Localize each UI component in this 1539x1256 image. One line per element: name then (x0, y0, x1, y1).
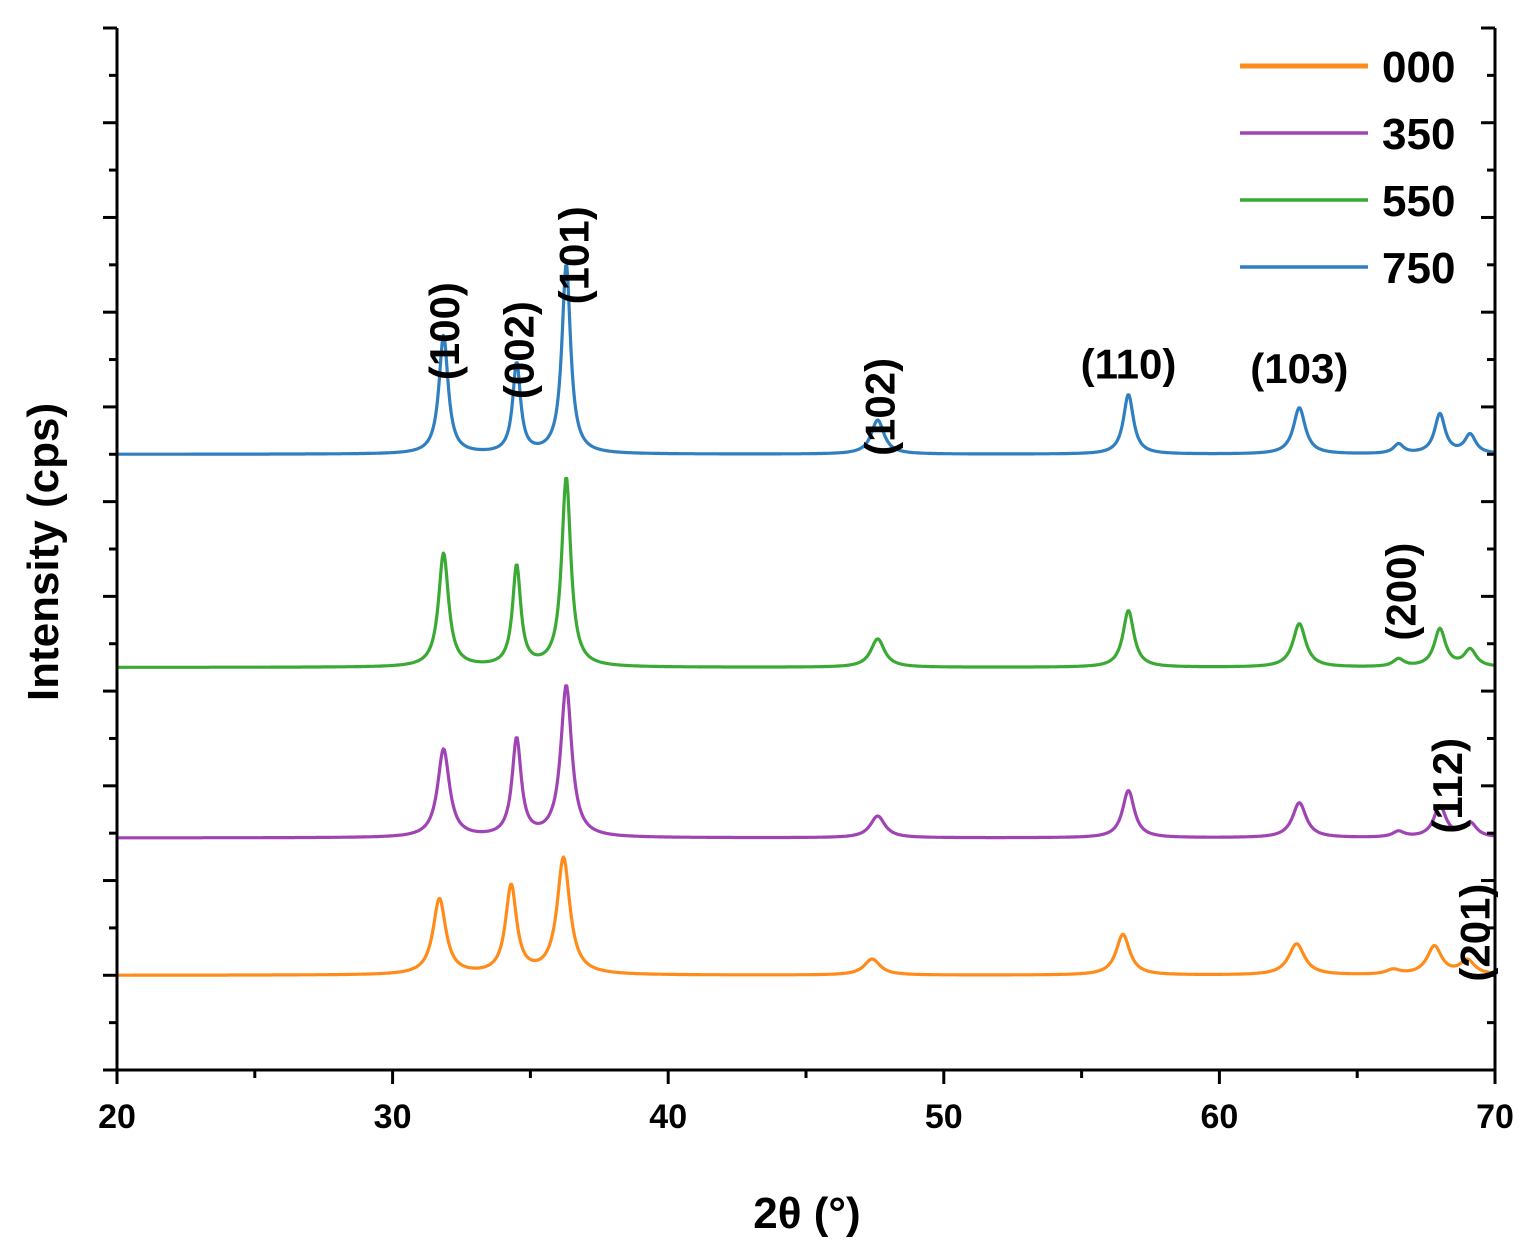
plot-background (117, 28, 1495, 1070)
plot-area (117, 28, 1495, 1070)
peak-annotations: (100) (002)(101) (102) (110) (103) (200) (112)… (421, 206, 1499, 981)
series-line-350 (116, 684, 1496, 840)
x-tick-label: 20 (98, 1098, 136, 1136)
peak-label: (200) (1377, 543, 1424, 641)
peak-label: (102) (856, 358, 903, 456)
x-tick-label: 70 (1476, 1098, 1514, 1136)
y-axis-title: Intensity (cps) (19, 403, 68, 701)
x-axis-title: 2θ (°) (753, 1189, 860, 1238)
x-tick-label: 50 (925, 1098, 963, 1136)
axes: 20 30 40 50 60 70 (98, 26, 1514, 1136)
legend: 000 350 550 750 (1240, 43, 1455, 293)
peak-label: (201) (1452, 884, 1499, 982)
legend-label-550: 550 (1382, 177, 1455, 226)
peak-label: (112) (1424, 738, 1471, 834)
peak-label: (103) (1250, 345, 1348, 392)
series-layer (116, 264, 1496, 977)
peak-label: (110) (1081, 340, 1177, 387)
legend-label-350: 350 (1382, 110, 1455, 159)
peak-label: (002) (495, 301, 542, 399)
series-line-000 (116, 855, 1496, 977)
x-tick-label: 60 (1200, 1098, 1238, 1136)
x-tick-label: 40 (649, 1098, 687, 1136)
peak-label: (101) (551, 206, 598, 304)
x-tick-label: 30 (374, 1098, 412, 1136)
series-line-550 (116, 476, 1496, 669)
series-line-750 (116, 264, 1496, 456)
legend-label-750: 750 (1382, 244, 1455, 293)
legend-label-000: 000 (1382, 43, 1455, 92)
peak-label: (100) (421, 282, 468, 380)
